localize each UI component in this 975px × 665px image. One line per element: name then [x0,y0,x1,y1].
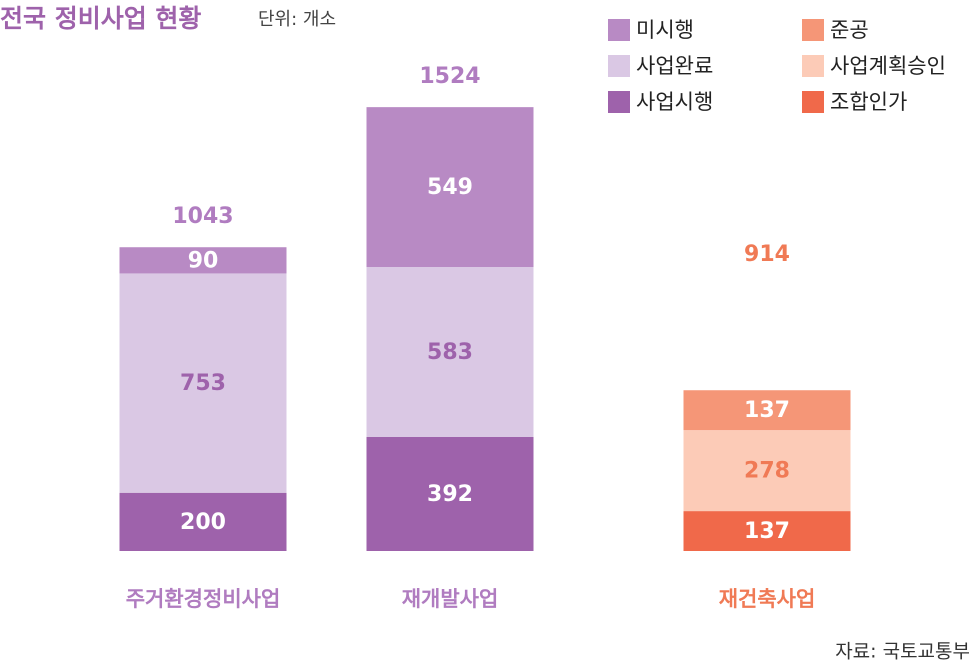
legend-swatch [608,19,630,41]
bar-segment [683,390,851,431]
source: 자료: 국토교통부 [835,641,970,663]
legend-label: 준공 [830,18,869,42]
legend-label: 사업완료 [636,54,713,78]
bar-segment [683,511,851,551]
legend-swatch [802,55,824,77]
value-label: 583 [427,340,473,365]
bar-segment [366,107,534,268]
legend-label: 사업계획승인 [830,54,946,78]
x-tick-label: 재건축사업 [719,587,816,611]
legend-swatch [802,91,824,113]
bar-segment [683,430,851,512]
legend-swatch [608,91,630,113]
value-label: 137 [744,398,790,423]
value-label: 392 [427,482,473,507]
value-label: 90 [188,248,219,273]
legend-label: 미시행 [636,18,694,42]
chart-subtitle: 단위: 개소 [258,9,336,30]
total-label: 914 [744,242,790,267]
chart-title: 전국 정비사업 현황 [0,4,201,33]
value-label: 278 [744,459,790,484]
x-tick-label: 주거환경정비사업 [126,587,281,611]
legend-swatch [608,55,630,77]
legend-label: 사업시행 [636,90,713,114]
total-label: 1043 [172,204,233,229]
legend-label: 조합인가 [830,90,907,114]
value-label: 137 [744,519,790,544]
total-label: 1524 [419,64,480,89]
value-label: 200 [180,510,226,535]
bar-segment [366,267,534,437]
x-tick-label: 재개발사업 [402,587,499,611]
value-label: 753 [180,371,226,396]
value-label: 549 [427,175,473,200]
bar-segment [119,492,287,551]
bar-segment [119,273,287,493]
legend-swatch [802,19,824,41]
bar-segment [119,247,287,274]
bar-segment [366,436,534,551]
